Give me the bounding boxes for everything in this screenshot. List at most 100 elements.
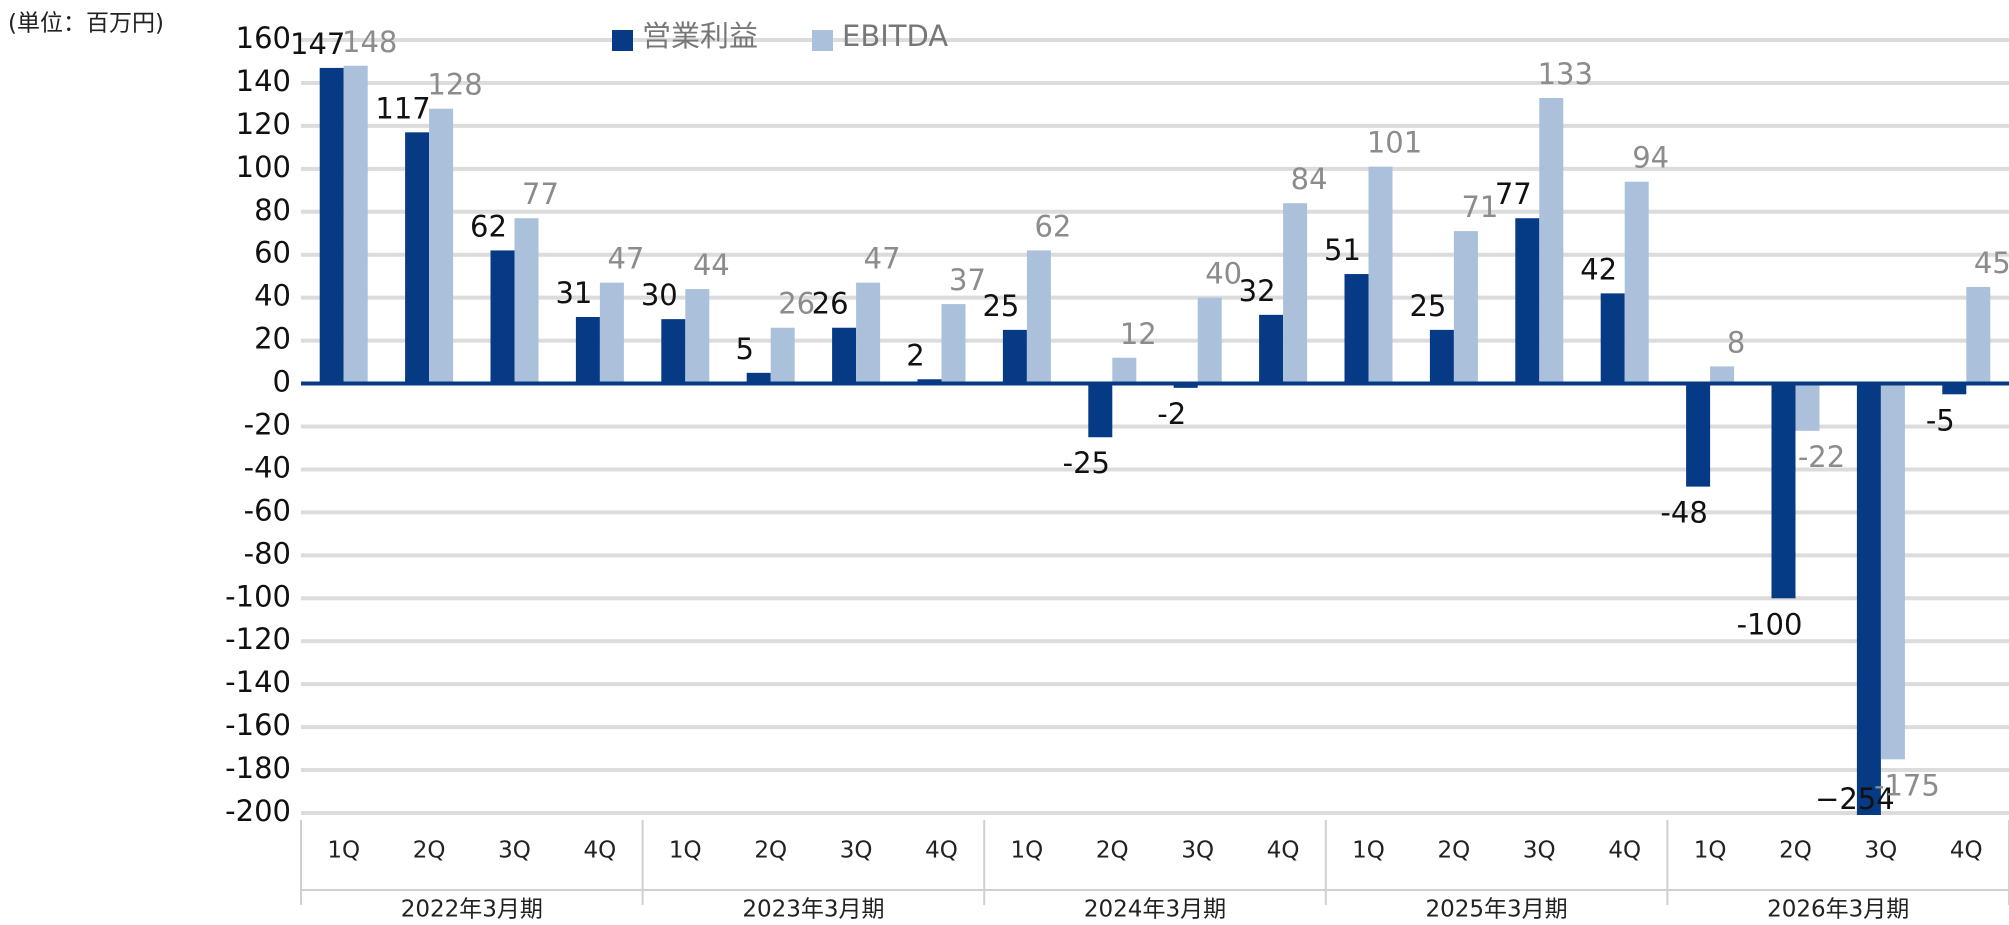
- x-tick-label: 3Q: [840, 838, 873, 864]
- group-label: 2025年3月期: [1426, 897, 1568, 923]
- bar: [746, 372, 771, 384]
- data-label: 32: [1239, 274, 1276, 308]
- bar: [1795, 383, 1820, 431]
- bar: [917, 379, 942, 384]
- data-label: 44: [693, 248, 730, 282]
- bars: [319, 65, 1991, 815]
- y-tick-label: 60: [254, 236, 291, 270]
- data-label: 101: [1367, 126, 1422, 160]
- data-label: 147: [290, 27, 345, 61]
- bar: [1429, 329, 1454, 384]
- data-label: 5: [735, 332, 753, 366]
- bar: [1710, 366, 1735, 384]
- x-tick-label: 1Q: [1011, 838, 1044, 864]
- x-tick-label: 3Q: [1865, 838, 1898, 864]
- bar: [405, 132, 430, 384]
- data-label: 148: [342, 25, 397, 59]
- x-tick-label: 4Q: [1608, 838, 1641, 864]
- data-label: -5: [1926, 403, 1955, 437]
- data-label: 25: [982, 289, 1019, 323]
- x-tick-label: 1Q: [327, 838, 360, 864]
- bar: [1771, 383, 1796, 599]
- x-tick-label: 3Q: [498, 838, 531, 864]
- bar: [832, 327, 857, 384]
- x-tick-label: 2Q: [1779, 838, 1812, 864]
- x-tick-label: 4Q: [1950, 838, 1983, 864]
- data-label: 26: [812, 287, 849, 321]
- legend-swatch: [612, 30, 633, 51]
- y-tick-label: 20: [254, 322, 291, 356]
- bar: [1002, 329, 1027, 384]
- data-label: 37: [949, 263, 986, 297]
- x-tick-label: 1Q: [1694, 838, 1727, 864]
- y-tick-label: 100: [236, 150, 291, 184]
- bar: [1368, 166, 1393, 384]
- bar: [1344, 274, 1369, 384]
- y-tick-label: -20: [244, 408, 291, 442]
- legend-swatch: [812, 30, 833, 51]
- bar: [1942, 383, 1967, 395]
- group-label: 2022年3月期: [401, 897, 543, 923]
- data-label: 62: [1034, 209, 1071, 243]
- y-tick-label: 0: [273, 365, 291, 399]
- data-label: 47: [607, 242, 644, 276]
- y-tick-label: -100: [225, 579, 291, 613]
- bar: [1966, 286, 1991, 384]
- y-tick-label: -40: [244, 450, 291, 484]
- data-label: −254: [1815, 782, 1895, 816]
- data-label: 45: [1974, 246, 2009, 280]
- group-label: 2024年3月期: [1084, 897, 1226, 923]
- data-label: 2: [906, 338, 924, 372]
- bar: [1624, 181, 1649, 384]
- data-label: 62: [470, 209, 507, 243]
- data-label: 77: [1495, 177, 1532, 211]
- x-tick-label: 2Q: [754, 838, 787, 864]
- bar: [1259, 314, 1284, 384]
- unit-label: (単位：百万円): [8, 11, 164, 37]
- bar: [1600, 293, 1625, 384]
- x-tick-label: 3Q: [1181, 838, 1214, 864]
- bar: [1453, 231, 1478, 384]
- bar: [514, 218, 539, 384]
- bar: [1173, 383, 1198, 388]
- data-label: 133: [1538, 57, 1593, 91]
- bar: [1880, 383, 1905, 760]
- y-tick-label: -200: [225, 794, 291, 828]
- data-label: 12: [1120, 317, 1157, 351]
- data-label: -25: [1063, 446, 1110, 480]
- data-label: 77: [522, 177, 559, 211]
- bar: [941, 304, 966, 384]
- bar: [1283, 203, 1308, 384]
- data-label: 8: [1727, 325, 1745, 359]
- bar: [1515, 218, 1540, 384]
- y-tick-label: -180: [225, 751, 291, 785]
- bar: [661, 319, 686, 384]
- y-tick-label: -160: [225, 708, 291, 742]
- data-label: -48: [1660, 496, 1707, 530]
- data-label: -22: [1798, 440, 1845, 474]
- bar: [1539, 97, 1564, 384]
- y-tick-label: -140: [225, 665, 291, 699]
- group-label: 2026年3月期: [1767, 897, 1909, 923]
- bar: [1856, 383, 1881, 815]
- bar: [770, 327, 795, 384]
- bar: [1197, 297, 1222, 384]
- data-label: 94: [1632, 141, 1669, 175]
- x-tick-label: 4Q: [1267, 838, 1300, 864]
- data-label: 117: [375, 91, 430, 125]
- bar: [685, 289, 710, 384]
- group-label: 2023年3月期: [742, 897, 884, 923]
- bar: [856, 282, 881, 384]
- bar: [490, 250, 515, 384]
- y-tick-label: -120: [225, 622, 291, 656]
- data-label: 31: [555, 276, 592, 310]
- legend-label: 営業利益: [642, 19, 758, 53]
- bar: [1686, 383, 1711, 487]
- y-tick-label: -60: [244, 493, 291, 527]
- data-label: 25: [1409, 289, 1446, 323]
- bar: [1026, 250, 1051, 384]
- bar: [319, 67, 344, 384]
- bar: [575, 316, 600, 384]
